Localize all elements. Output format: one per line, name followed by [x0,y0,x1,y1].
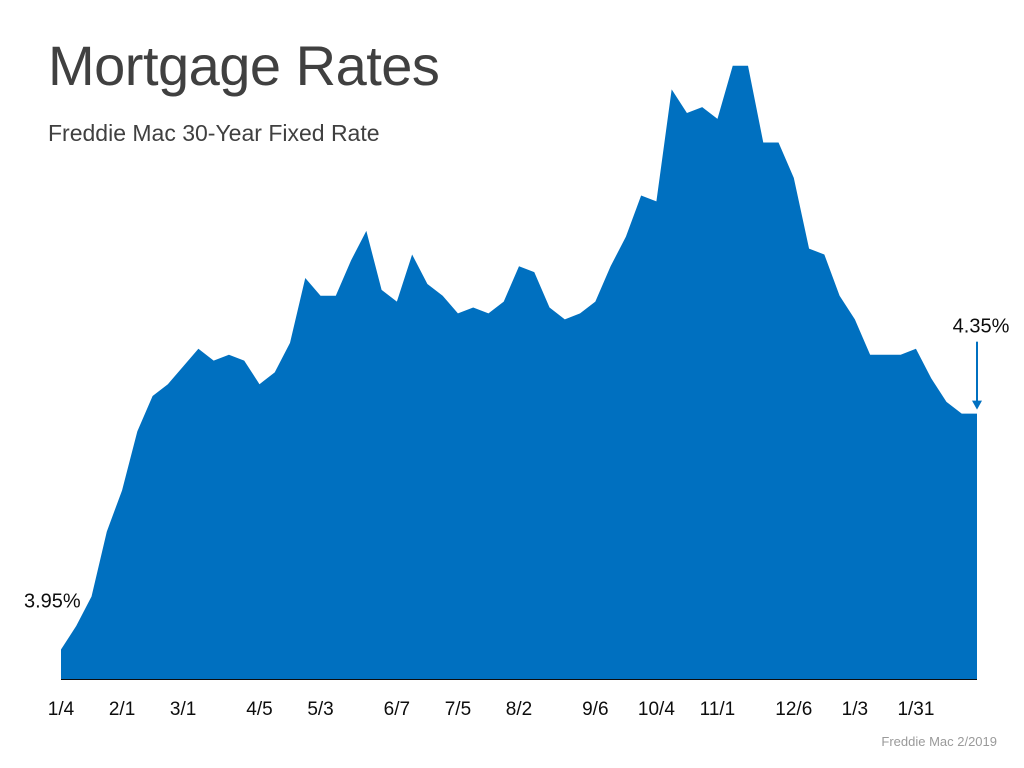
x-tick-label: 1/31 [897,699,934,720]
x-tick-label: 1/4 [48,699,75,720]
x-tick-label: 7/5 [445,699,471,720]
x-tick-label: 9/6 [582,699,608,720]
x-tick-label: 6/7 [384,699,410,720]
x-tick-label: 12/6 [775,699,812,720]
annotation-first-value: 3.95% [24,591,81,613]
x-tick-label: 5/3 [307,699,333,720]
x-tick-label: 3/1 [170,699,196,720]
x-tick-label: 11/1 [700,699,736,720]
x-tick-label: 8/2 [506,699,532,720]
series-area [61,65,977,680]
page-title: Mortgage Rates [48,34,440,97]
x-tick-label: 1/3 [842,699,868,720]
source-note: Freddie Mac 2/2019 [881,734,997,749]
x-tick-label: 2/1 [109,699,135,720]
annotation-arrow-head [972,400,982,410]
x-tick-label: 4/5 [246,699,272,720]
annotation-last-value: 4.35% [953,316,1010,338]
x-tick-label: 10/4 [638,699,675,720]
chart-subtitle: Freddie Mac 30-Year Fixed Rate [48,120,380,146]
